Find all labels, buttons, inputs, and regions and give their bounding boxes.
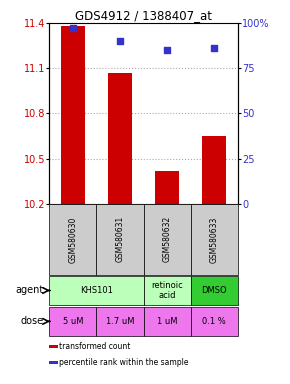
- Text: GSM580631: GSM580631: [115, 216, 124, 263]
- Bar: [155, 170, 179, 204]
- Bar: [108, 73, 132, 204]
- Title: GDS4912 / 1388407_at: GDS4912 / 1388407_at: [75, 9, 212, 22]
- Text: 0.1 %: 0.1 %: [202, 317, 226, 326]
- FancyBboxPatch shape: [49, 204, 96, 275]
- FancyBboxPatch shape: [144, 204, 191, 275]
- FancyBboxPatch shape: [144, 306, 191, 336]
- Text: DMSO: DMSO: [202, 286, 227, 295]
- FancyBboxPatch shape: [191, 306, 238, 336]
- Text: percentile rank within the sample: percentile rank within the sample: [59, 358, 189, 367]
- FancyBboxPatch shape: [191, 276, 238, 305]
- FancyBboxPatch shape: [49, 306, 96, 336]
- Point: [118, 38, 122, 44]
- Point: [165, 47, 169, 53]
- Text: GSM580633: GSM580633: [210, 216, 219, 263]
- Text: dose: dose: [20, 316, 44, 326]
- Bar: [61, 26, 85, 204]
- FancyBboxPatch shape: [144, 276, 191, 305]
- Text: 5 uM: 5 uM: [63, 317, 83, 326]
- FancyBboxPatch shape: [96, 306, 144, 336]
- FancyBboxPatch shape: [191, 204, 238, 275]
- Bar: [49, 361, 58, 364]
- FancyBboxPatch shape: [96, 204, 144, 275]
- Text: agent: agent: [15, 285, 44, 295]
- Text: transformed count: transformed count: [59, 342, 130, 351]
- Bar: [202, 136, 226, 204]
- Text: GSM580632: GSM580632: [163, 216, 172, 263]
- Text: GSM580630: GSM580630: [68, 216, 77, 263]
- Text: retinoic
acid: retinoic acid: [151, 281, 183, 300]
- Text: KHS101: KHS101: [80, 286, 113, 295]
- Text: 1.7 uM: 1.7 uM: [106, 317, 134, 326]
- FancyBboxPatch shape: [49, 276, 144, 305]
- Text: 1 uM: 1 uM: [157, 317, 177, 326]
- Bar: [49, 345, 58, 348]
- Point: [212, 45, 217, 51]
- Point: [70, 25, 75, 31]
